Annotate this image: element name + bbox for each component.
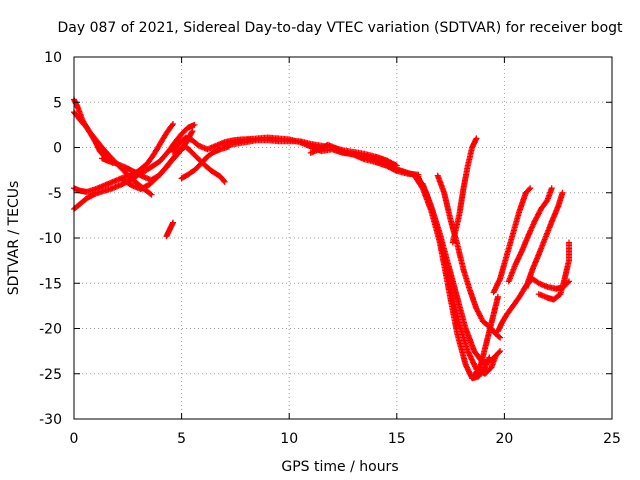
x-tick-label: 0: [70, 431, 79, 447]
x-tick-label: 5: [177, 431, 186, 447]
x-tick-label: 25: [603, 431, 621, 447]
y-tick-label: 5: [53, 95, 62, 111]
y-tick-label: -15: [39, 276, 62, 292]
series-arc20: [490, 185, 534, 296]
y-axis-label: SDTVAR / TECUs: [6, 181, 22, 296]
y-tick-label: -10: [39, 231, 62, 247]
series-arc17: [449, 135, 480, 246]
chart-title: Day 087 of 2021, Sidereal Day-to-day VTE…: [57, 20, 623, 36]
series-arc8: [178, 143, 232, 182]
series-arc12: [307, 141, 422, 178]
y-tick-label: 0: [53, 141, 62, 157]
series-markers: [449, 135, 480, 246]
x-tick-label: 15: [388, 431, 406, 447]
series-markers: [535, 239, 572, 303]
y-tick-label: 10: [44, 50, 62, 66]
series-arc7: [170, 134, 254, 155]
series-arc22: [522, 189, 566, 291]
series-markers: [170, 134, 254, 155]
series-markers: [505, 185, 555, 285]
y-tick-label: -20: [39, 322, 62, 338]
y-tick-label: -30: [39, 412, 62, 428]
axis-ticks: 0 5 10 15 20 25 -30 -25 -20 -15 -10 -5 0 5 10: [39, 50, 621, 447]
grid-lines: [74, 57, 612, 419]
series-markers: [163, 219, 176, 240]
series-arc9: [163, 219, 176, 240]
series-arc18: [471, 293, 501, 379]
series-arc23: [535, 239, 572, 303]
series-markers: [307, 141, 422, 178]
series-markers: [490, 185, 534, 296]
series-arc21: [505, 185, 555, 285]
series-markers: [178, 143, 232, 182]
x-tick-label: 10: [280, 431, 298, 447]
series-markers: [522, 189, 566, 291]
series-markers: [471, 293, 501, 379]
x-tick-label: 20: [495, 431, 513, 447]
data-points: [71, 96, 572, 382]
y-tick-label: -25: [39, 367, 62, 383]
x-axis-label: GPS time / hours: [281, 459, 398, 475]
y-tick-label: -5: [48, 186, 62, 202]
